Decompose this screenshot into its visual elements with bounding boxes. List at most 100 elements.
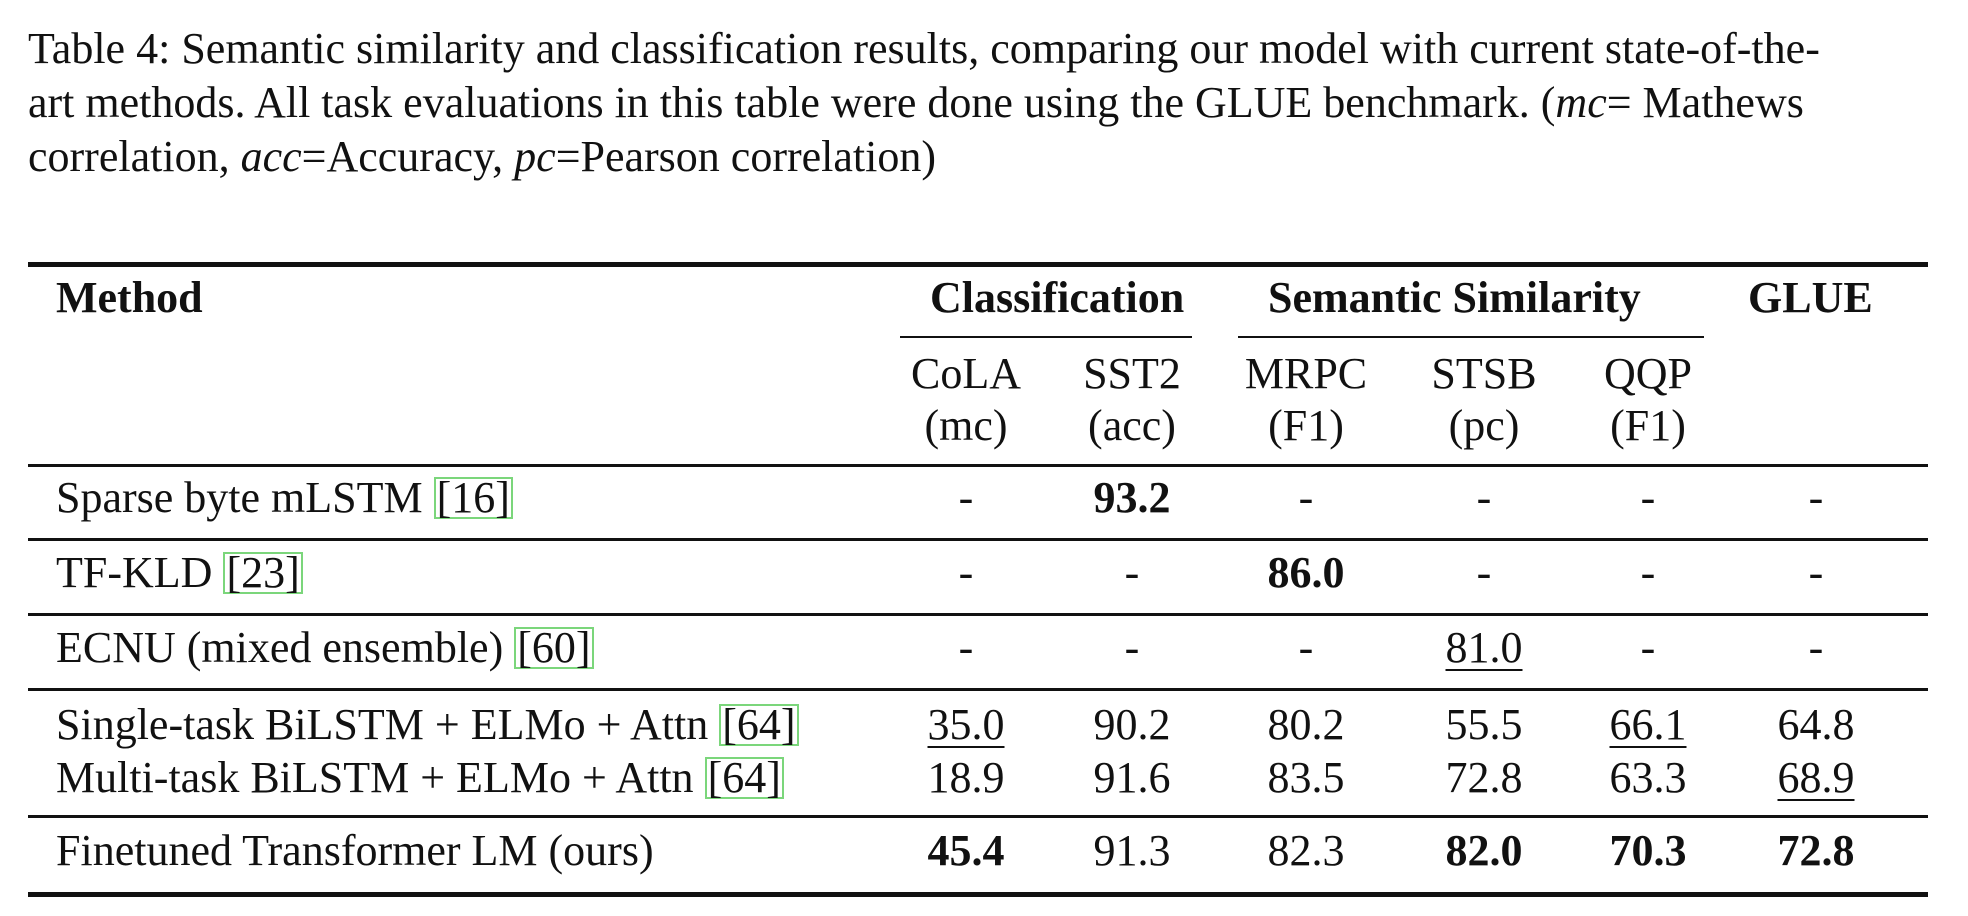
cell-value: 82.0: [1445, 826, 1523, 875]
citation-link[interactable]: [60]: [514, 626, 594, 670]
table-cell: 18.9: [881, 752, 1051, 804]
caption-text: correlation,: [28, 132, 241, 181]
citation-link[interactable]: [64]: [719, 703, 799, 747]
caption-text: =Pearson correlation): [555, 132, 937, 181]
table-cell: -: [881, 547, 1051, 599]
method-name: Multi-task BiLSTM + ELMo + Attn [64]: [56, 752, 784, 804]
cell-value: 83.5: [1267, 753, 1345, 802]
method-label: Sparse byte mLSTM: [56, 473, 434, 522]
caption-text: = Mathews: [1606, 78, 1804, 127]
method-label: ECNU (mixed ensemble): [56, 623, 515, 672]
classification-group-header: Classification: [930, 273, 1185, 322]
row-rule: [28, 815, 1928, 818]
cell-value: -: [1476, 548, 1492, 597]
column-metric-qqp: (F1): [1610, 401, 1686, 450]
cell-value: 45.4: [927, 826, 1005, 875]
cell-value: 35.0: [927, 700, 1005, 749]
table-cell: 55.5: [1399, 699, 1569, 751]
caption-text: =Accuracy,: [301, 132, 515, 181]
caption-line-1: Table 4: Semantic similarity and classif…: [28, 24, 1820, 73]
cell-value: -: [958, 548, 974, 597]
cell-value: 82.3: [1267, 826, 1345, 875]
table-cell: -: [1399, 547, 1569, 599]
column-header-qqp: QQP: [1603, 349, 1693, 398]
semantic-group-line: [1238, 336, 1704, 338]
cell-value: -: [1476, 473, 1492, 522]
method-name: TF-KLD [23]: [56, 547, 303, 599]
table-cell: 72.8: [1731, 825, 1901, 877]
column-metric-cola: (mc): [924, 401, 1008, 450]
cell-value: 18.9: [927, 753, 1005, 802]
table-cell: 93.2: [1047, 472, 1217, 524]
table-cell: 64.8: [1731, 699, 1901, 751]
method-label: Multi-task BiLSTM + ELMo + Attn: [56, 753, 705, 802]
cell-value: -: [1640, 548, 1656, 597]
table-cell: -: [1563, 472, 1733, 524]
cell-value: -: [1298, 623, 1314, 672]
cell-value: 81.0: [1445, 623, 1523, 672]
table-cell: 91.3: [1047, 825, 1217, 877]
cell-value: -: [1640, 473, 1656, 522]
table-cell: 35.0: [881, 699, 1051, 751]
glue-group-header: GLUE: [1748, 273, 1873, 322]
caption-line-3: correlation, acc=Accuracy, pc=Pearson co…: [28, 130, 1948, 184]
table-cell: -: [1731, 622, 1901, 674]
citation-link[interactable]: [16]: [433, 476, 513, 520]
top-rule: [28, 262, 1928, 267]
table-cell: 70.3: [1563, 825, 1733, 877]
cell-value: 91.6: [1093, 753, 1171, 802]
column-metric-sst2: (acc): [1088, 401, 1176, 450]
citation-link[interactable]: [23]: [223, 551, 303, 595]
cell-value: 55.5: [1445, 700, 1523, 749]
table-cell: 81.0: [1399, 622, 1569, 674]
cell-value: 72.8: [1445, 753, 1523, 802]
table-cell: 66.1: [1563, 699, 1733, 751]
cell-value: 86.0: [1267, 548, 1345, 597]
cell-value: 90.2: [1093, 700, 1171, 749]
row-rule: [28, 688, 1928, 691]
cell-value: -: [1808, 548, 1824, 597]
cell-value: 63.3: [1609, 753, 1687, 802]
table-cell: 45.4: [881, 825, 1051, 877]
cell-value: -: [1640, 623, 1656, 672]
table-cell: 63.3: [1563, 752, 1733, 804]
table-cell: -: [881, 472, 1051, 524]
method-name: Sparse byte mLSTM [16]: [56, 472, 513, 524]
column-header-stsb: STSB: [1431, 349, 1537, 398]
cell-value: 93.2: [1093, 473, 1171, 522]
cell-value: 68.9: [1777, 753, 1855, 802]
table-caption: Table 4: Semantic similarity and classif…: [28, 22, 1948, 184]
semantic-similarity-group-header: Semantic Similarity: [1268, 273, 1641, 322]
caption-abbrev-acc: acc: [240, 132, 302, 181]
classification-group-line: [900, 336, 1192, 338]
table-cell: -: [881, 622, 1051, 674]
method-header: Method: [56, 273, 203, 322]
cell-value: 91.3: [1093, 826, 1171, 875]
method-name: Single-task BiLSTM + ELMo + Attn [64]: [56, 699, 799, 751]
table-cell: -: [1731, 472, 1901, 524]
cell-value: -: [958, 473, 974, 522]
table-cell: 91.6: [1047, 752, 1217, 804]
bottom-rule: [28, 892, 1928, 897]
cell-value: 70.3: [1609, 826, 1687, 875]
table-cell: 82.3: [1221, 825, 1391, 877]
table-cell: -: [1731, 547, 1901, 599]
cell-value: -: [1124, 548, 1140, 597]
citation-link[interactable]: [64]: [704, 756, 784, 800]
column-metric-stsb: (pc): [1448, 401, 1520, 450]
table-cell: -: [1563, 547, 1733, 599]
cell-value: -: [1124, 623, 1140, 672]
method-label: TF-KLD: [56, 548, 224, 597]
method-name: Finetuned Transformer LM (ours): [56, 825, 654, 877]
method-name: ECNU (mixed ensemble) [60]: [56, 622, 594, 674]
table-cell: 82.0: [1399, 825, 1569, 877]
cell-value: -: [1808, 623, 1824, 672]
table-cell: -: [1221, 472, 1391, 524]
column-header-cola: CoLA: [911, 349, 1021, 398]
table-cell: -: [1047, 622, 1217, 674]
column-header-sst2: SST2: [1083, 349, 1181, 398]
table-cell: 72.8: [1399, 752, 1569, 804]
cell-value: 64.8: [1777, 700, 1855, 749]
table-cell: 90.2: [1047, 699, 1217, 751]
table-cell: 86.0: [1221, 547, 1391, 599]
